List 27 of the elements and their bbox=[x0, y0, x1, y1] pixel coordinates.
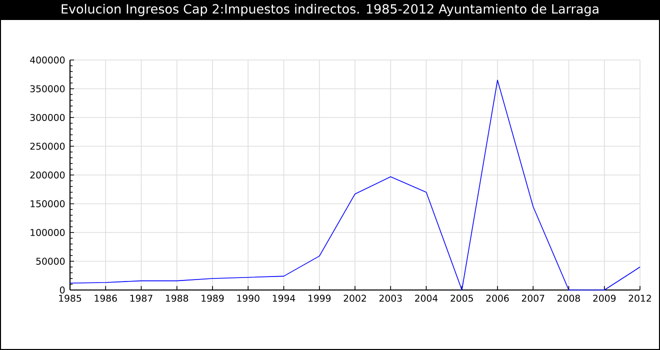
x-tick-label: 1985 bbox=[59, 294, 82, 302]
x-tick-label: 2008 bbox=[558, 294, 580, 302]
x-tick-label: 2012 bbox=[628, 294, 651, 302]
x-tick-label: 2003 bbox=[379, 294, 402, 302]
y-tick-label: 50000 bbox=[36, 258, 65, 265]
x-tick-label: 1987 bbox=[130, 294, 152, 302]
y-tick-label: 400000 bbox=[30, 56, 65, 64]
x-tick-label: 1999 bbox=[308, 294, 331, 302]
x-tick-label: 2002 bbox=[344, 294, 366, 302]
y-tick-label: 350000 bbox=[30, 85, 65, 92]
x-tick-label: 2004 bbox=[415, 294, 438, 302]
y-tick-label: 250000 bbox=[30, 142, 65, 150]
x-tick-label: 2009 bbox=[593, 294, 616, 302]
x-tick-label: 1986 bbox=[94, 294, 117, 302]
x-tick-label: 1988 bbox=[166, 294, 188, 302]
y-tick-label: 200000 bbox=[30, 171, 65, 179]
y-tick-label: 0 bbox=[60, 286, 65, 294]
x-tick-label: 2007 bbox=[522, 294, 544, 302]
x-tick-label: 2006 bbox=[486, 294, 509, 302]
y-tick-label: 300000 bbox=[30, 114, 65, 122]
y-tick-label: 150000 bbox=[30, 200, 65, 208]
chart-title: Evolucion Ingresos Cap 2:Impuestos indirectos. 1985-2012 Ayuntamiento de Larraga bbox=[62, 4, 598, 16]
x-tick-label: 1994 bbox=[272, 294, 296, 302]
x-tick-label: 1990 bbox=[237, 294, 260, 302]
x-tick-label: 1989 bbox=[202, 294, 224, 302]
y-tick-label: 100000 bbox=[30, 228, 65, 236]
x-tick-label: 2005 bbox=[450, 294, 473, 302]
